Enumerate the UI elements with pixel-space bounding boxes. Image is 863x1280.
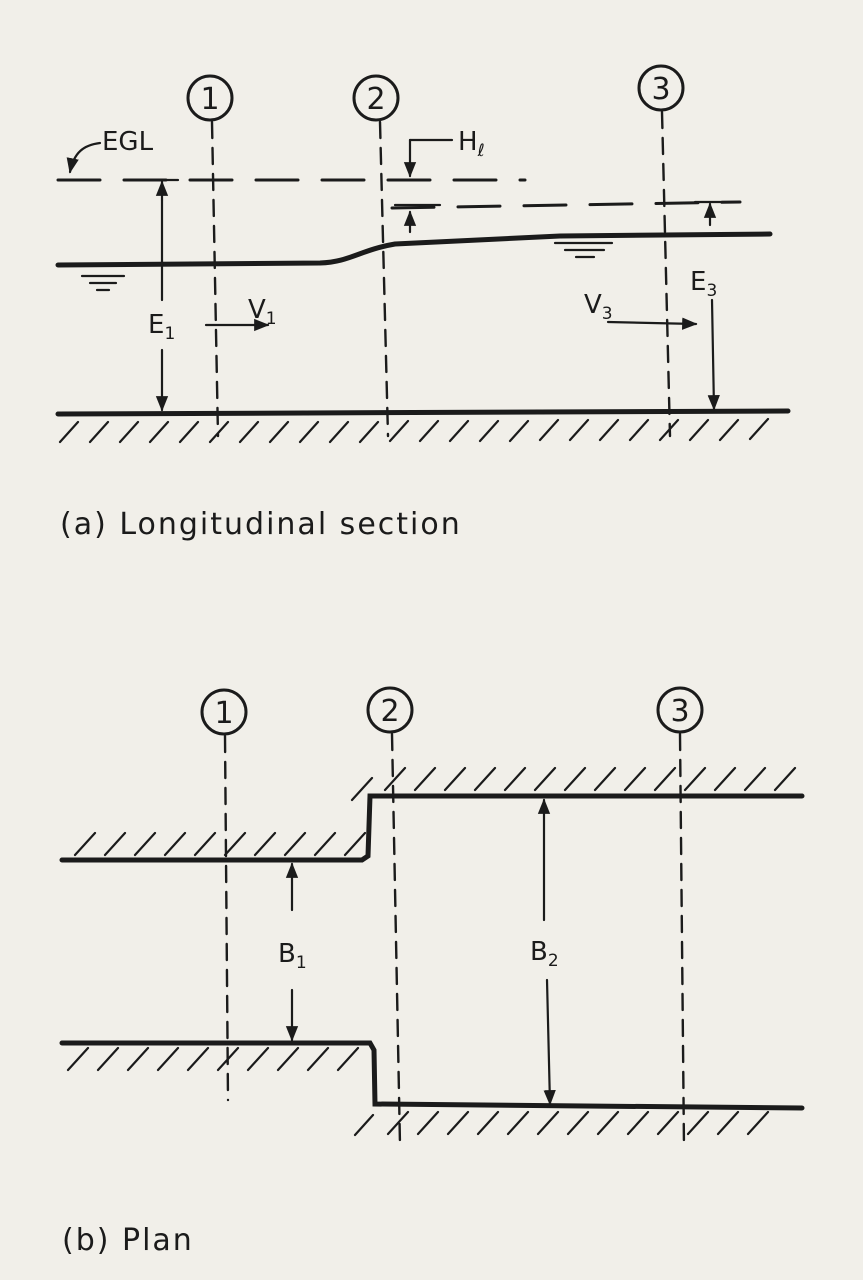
e3-label: E3: [690, 267, 717, 301]
upper-wall: [59, 793, 805, 863]
v1-label: V1: [248, 295, 277, 329]
water-surface-symbol-upstream: [80, 274, 126, 292]
bed-hatching: [58, 417, 770, 444]
upper-wall-hatching: [73, 766, 797, 857]
b2-label: B2: [530, 937, 559, 971]
channel-bed: [55, 408, 791, 417]
section-marker-3: 3: [637, 64, 685, 438]
water-surface: [55, 231, 773, 268]
plan-view: 1 2 3 B1 B2 (b) Plan: [59, 686, 805, 1258]
head-loss-indicator: Hℓ: [393, 127, 485, 234]
water-surface-symbol-downstream: [553, 241, 614, 259]
egl-label: EGL: [102, 127, 154, 157]
section-number-3: 3: [651, 72, 670, 107]
section-marker-2: 2: [352, 74, 400, 438]
longitudinal-section: 1 2 3 EGL Hℓ: [55, 64, 791, 542]
v3-arrow: [606, 317, 698, 330]
v3-label: V3: [584, 290, 613, 324]
egl-line-downstream: [390, 200, 742, 210]
plan-section-number-1: 1: [214, 696, 233, 731]
head-loss-label: Hℓ: [458, 127, 485, 161]
caption-longitudinal: (a) Longitudinal section: [60, 507, 462, 542]
caption-plan: (b) Plan: [62, 1223, 194, 1258]
plan-section-marker-2: 2: [366, 686, 414, 1147]
b1-label: B1: [278, 939, 307, 973]
plan-section-number-3: 3: [670, 694, 689, 729]
egl-pointer-arrow: [66, 141, 102, 174]
section-marker-1: 1: [186, 74, 234, 438]
plan-section-marker-3: 3: [656, 686, 704, 1150]
plan-section-number-2: 2: [380, 694, 399, 729]
section-number-1: 1: [200, 82, 219, 117]
section-number-2: 2: [366, 82, 385, 117]
plan-section-marker-1: 1: [200, 688, 248, 1102]
e1-label: E1: [148, 310, 175, 344]
lower-wall-hatching: [66, 1046, 770, 1137]
lower-wall: [59, 1040, 805, 1111]
